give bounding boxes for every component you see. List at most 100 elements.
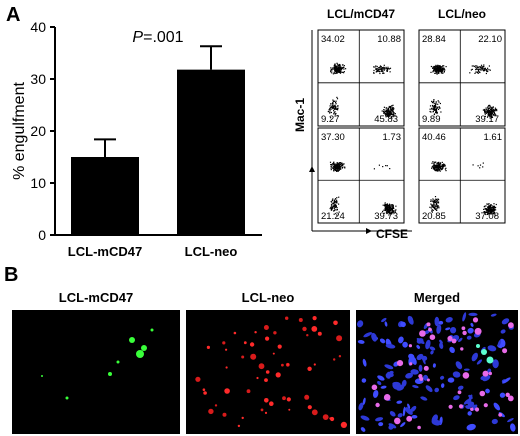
red-cell [241, 355, 245, 359]
red-cell [286, 397, 291, 402]
engulfment-bar-chart: 0 10 20 30 40 % engulfment LCL-mCD47 LCL-neo P=.… [11, 19, 262, 259]
y-axis-label: % engulfment [11, 82, 28, 180]
blue-nucleus [449, 327, 457, 334]
blue-nucleus [422, 374, 429, 381]
y-tick-label: 40 [30, 19, 46, 35]
blue-nucleus [402, 406, 406, 417]
red-cell [322, 414, 329, 420]
blue-nucleus [388, 423, 397, 429]
panel-b-letter: B [4, 264, 19, 286]
blue-nucleus [416, 344, 421, 349]
green-cell [129, 337, 135, 343]
magenta-cell [383, 394, 391, 401]
green-cell [65, 396, 69, 400]
quadrant-lr-value: 45.83 [374, 114, 398, 125]
green-cell [486, 356, 494, 364]
magenta-cell [474, 327, 482, 335]
blue-nucleus [453, 395, 460, 401]
quadrant-ul-value: 34.02 [321, 34, 345, 45]
blue-nucleus [432, 363, 436, 368]
blue-nucleus [422, 356, 426, 365]
magenta-cell [462, 372, 470, 379]
blue-nucleus [493, 402, 501, 411]
red-cell [317, 331, 322, 336]
blue-nucleus [410, 405, 417, 412]
blue-nucleus [429, 346, 436, 351]
quadrant-lr-value: 39.17 [475, 114, 499, 125]
green-cell [150, 328, 154, 332]
magenta-cell [429, 334, 436, 340]
blue-nucleus [485, 388, 490, 394]
panel-a-letter: A [6, 4, 21, 26]
blue-nucleus [500, 329, 506, 334]
blue-nucleus [416, 353, 424, 361]
blue-nucleus [377, 375, 385, 381]
magenta-cell [462, 330, 467, 336]
blue-nucleus [407, 403, 411, 409]
magenta-cell [472, 317, 479, 323]
y-tick-label: 0 [38, 227, 46, 243]
magenta-cell [394, 417, 401, 425]
red-cell [336, 335, 343, 342]
red-cell [254, 331, 257, 334]
flow-dots [329, 161, 397, 216]
quadrant-ur-value: 10.88 [377, 34, 401, 45]
blue-nucleus [439, 342, 444, 349]
quadrant-ur-value: 1.61 [484, 132, 503, 143]
blue-nucleus [405, 407, 413, 415]
magenta-cell [396, 360, 404, 367]
flow-dots [429, 64, 498, 119]
red-cell [224, 388, 230, 394]
red-cell [264, 398, 269, 403]
blue-nucleus [471, 352, 478, 362]
magenta-cell [470, 407, 474, 411]
magenta-cell [488, 371, 492, 376]
blue-nucleus [507, 418, 514, 423]
blue-nucleus [398, 336, 404, 344]
y-tick-label: 10 [30, 175, 46, 191]
magenta-cell [451, 338, 457, 344]
blue-nucleus [502, 377, 511, 384]
micrograph-label-neo: LCL-neo [241, 290, 295, 305]
blue-nucleus [418, 364, 423, 372]
blue-nucleus [389, 411, 396, 417]
red-cell [263, 325, 269, 330]
blue-nucleus [491, 418, 498, 425]
magenta-cell [458, 404, 464, 409]
red-cell [285, 316, 289, 320]
micrograph-mcd47 [12, 310, 180, 434]
red-cell [203, 391, 207, 395]
blue-nucleus [436, 324, 442, 334]
red-cell [298, 318, 303, 322]
red-cell [208, 408, 214, 415]
blue-nucleus [384, 321, 388, 327]
blue-nucleus [467, 327, 474, 334]
red-cell [206, 345, 210, 349]
quadrant-ll-value: 21.24 [321, 211, 345, 222]
red-cell [265, 336, 270, 341]
red-cell [312, 316, 317, 321]
blue-nucleus [434, 316, 440, 327]
blue-nucleus [430, 350, 434, 355]
red-cell [214, 404, 218, 407]
red-cell [273, 331, 277, 335]
magenta-cell [371, 384, 378, 391]
magenta-cell [419, 330, 426, 337]
magenta-cell [508, 322, 514, 329]
magenta-cell [428, 327, 432, 332]
flow-col-label-neo: LCL/neo [438, 7, 486, 21]
magenta-cell [457, 390, 462, 395]
magenta-cell [448, 404, 453, 409]
red-cell [286, 363, 290, 366]
blue-nucleus [407, 315, 414, 325]
blue-nucleus [497, 339, 502, 347]
red-cell [277, 344, 282, 349]
blue-nucleus [396, 400, 403, 404]
micrograph-label-mcd47: LCL-mCD47 [58, 290, 134, 305]
red-cell [311, 409, 318, 416]
blue-nucleus [411, 414, 418, 419]
quadrant-ll-value: 9.27 [321, 114, 340, 125]
blue-nucleus [371, 332, 378, 342]
magenta-cell [482, 370, 489, 377]
red-cell [225, 366, 228, 369]
